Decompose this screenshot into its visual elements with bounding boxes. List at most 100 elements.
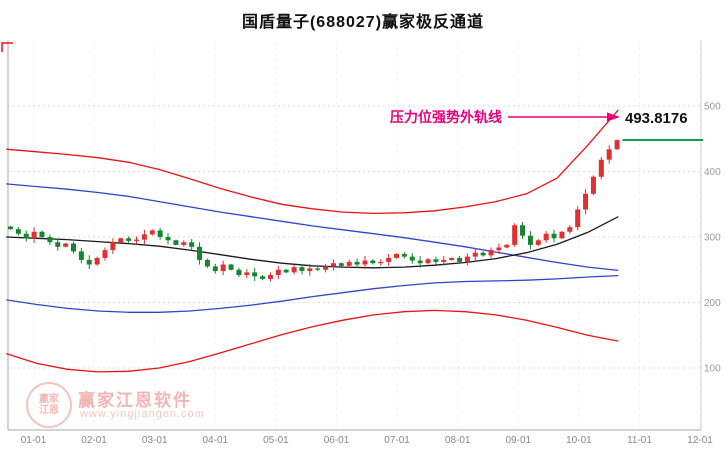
lower-outer-rail-red [6, 309, 619, 373]
y-axis-tick-label: 200 [704, 298, 721, 309]
candle-body [94, 257, 100, 265]
candle-body [567, 227, 573, 232]
candle-body [70, 243, 76, 252]
candle-body [401, 254, 407, 257]
y-axis-tick-label: 300 [704, 233, 721, 244]
candle-body [39, 231, 45, 237]
candle-body [535, 240, 541, 245]
candle-body [149, 230, 155, 235]
candle-body [63, 243, 69, 247]
candle-body [551, 233, 557, 239]
candle-body [55, 242, 61, 247]
candle-body [480, 252, 486, 256]
axes [1, 40, 702, 431]
x-axis-tick-label: 04-01 [203, 435, 229, 446]
candle-body [299, 267, 305, 272]
y-axis-tick-label: 400 [704, 167, 721, 178]
candle-body [362, 260, 368, 265]
candle-body [346, 261, 352, 266]
candle-body [441, 259, 447, 262]
candle-body [590, 176, 596, 194]
candle-body [393, 254, 399, 258]
axis-corner-mark [1, 42, 13, 52]
x-axis-tick-label: 07-01 [384, 435, 410, 446]
candle-body [488, 250, 494, 256]
candle-body [307, 268, 313, 272]
candle-body [330, 263, 336, 267]
candle-body [291, 267, 297, 273]
candle-body [464, 256, 470, 262]
axis-labels: 100 200 300 400 500 01-01 02-01 03-01 04-01 05-01… [21, 102, 721, 447]
candle-body [409, 256, 415, 261]
candle-body [472, 252, 478, 257]
candle-body [504, 244, 510, 248]
y-axis-tick-label: 100 [704, 364, 721, 375]
candle-body [47, 237, 53, 243]
candle-body [583, 193, 589, 210]
candle-body [236, 269, 242, 275]
candle-body [527, 235, 533, 245]
mid-life-line-black [6, 216, 619, 269]
candle-body [102, 250, 108, 258]
candle-body [220, 264, 226, 272]
x-axis-tick-label: 01-01 [21, 435, 47, 446]
x-axis-tick-label: 10-01 [566, 435, 592, 446]
candle-body [165, 237, 171, 241]
candle-body [575, 209, 581, 228]
candle-body [23, 233, 29, 239]
candle-body [559, 231, 565, 239]
candle-body [228, 264, 234, 270]
candle-body [31, 231, 37, 239]
candle-body [543, 233, 549, 241]
candle-body [614, 140, 620, 150]
x-axis-tick-label: 09-01 [506, 435, 532, 446]
candle-body [275, 269, 281, 275]
pressure-line-label: 压力位强势外轨线 [390, 109, 502, 125]
candle-body [457, 257, 463, 262]
candle-body [315, 268, 321, 270]
x-axis-tick-label: 03-01 [142, 435, 168, 446]
candle-body [141, 234, 147, 240]
candle-body [512, 225, 518, 245]
candle-body [110, 242, 116, 251]
candle-body [204, 259, 210, 267]
candle-body [417, 260, 423, 264]
chart-title: 国盾量子(688027)赢家极反通道 [241, 14, 485, 31]
candlesticks [7, 139, 620, 282]
channel-rails [6, 109, 619, 373]
y-axis-tick-label: 500 [704, 102, 721, 113]
candle-body [354, 261, 360, 265]
upper-inner-rail-blue [6, 183, 619, 272]
candle-body [244, 272, 250, 275]
candle-body [449, 257, 455, 260]
x-axis-tick-label: 06-01 [324, 435, 350, 446]
x-axis-tick-label: 05-01 [263, 435, 289, 446]
overlay: 压力位强势外轨线 493.8176 [390, 109, 703, 142]
candle-body [212, 266, 218, 272]
candle-body [425, 259, 431, 264]
candle-body [157, 230, 163, 237]
x-axis-tick-label: 11-01 [627, 435, 652, 446]
candle-body [252, 272, 258, 277]
annotation-arrow-head-icon [607, 112, 620, 122]
candle-body [86, 259, 92, 265]
candle-body [126, 238, 132, 241]
candle-body [323, 266, 329, 270]
x-axis-tick-label: 08-01 [445, 435, 471, 446]
pressure-line-value: 493.8176 [625, 110, 688, 127]
candle-body [338, 263, 344, 266]
candle-body [267, 274, 273, 279]
gridlines [8, 42, 701, 430]
candle-body [15, 229, 21, 234]
candle-body [606, 149, 612, 160]
candle-body [370, 260, 376, 264]
candle-body [134, 239, 140, 241]
candle-body [118, 238, 124, 243]
candle-body [496, 247, 502, 251]
candle-body [598, 159, 604, 177]
candle-body [378, 261, 384, 264]
candle-body [197, 246, 203, 260]
candle-body [283, 269, 289, 273]
